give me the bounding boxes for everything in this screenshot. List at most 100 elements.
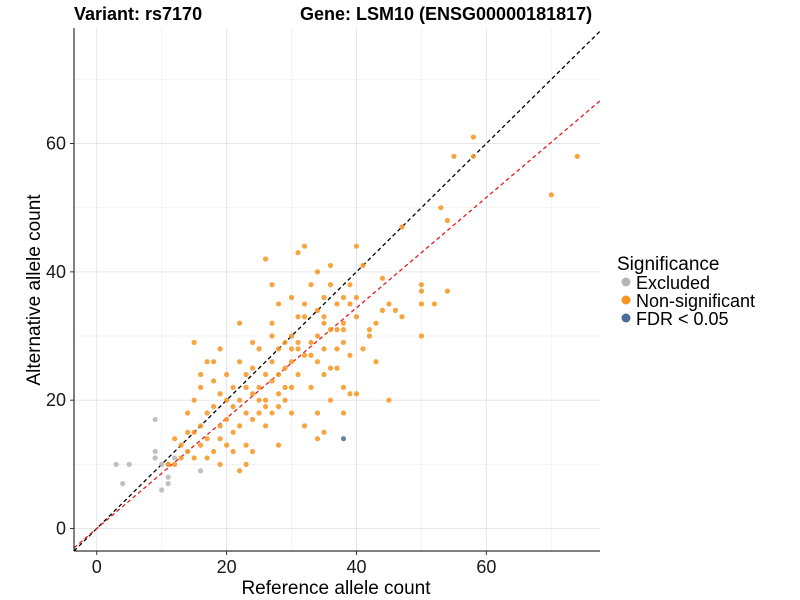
data-point: [243, 461, 249, 467]
data-point: [327, 327, 334, 333]
data-point: [301, 352, 308, 358]
x-tick-label: 20: [217, 557, 237, 577]
data-point: [262, 371, 269, 378]
data-point: [224, 397, 230, 403]
data-point: [256, 384, 262, 390]
grid-lines: [74, 28, 600, 551]
legend-title: Significance: [617, 254, 719, 275]
data-point: [243, 371, 249, 378]
data-point: [230, 429, 236, 435]
data-point: [438, 205, 444, 211]
data-point: [321, 314, 327, 320]
x-axis-label: Reference allele count: [241, 578, 431, 599]
data-point: [392, 307, 399, 313]
legend: Significance ExcludedNon-significantFDR …: [617, 254, 755, 329]
x-tick-label: 0: [92, 557, 102, 577]
data-point: [418, 301, 425, 307]
y-axis-label: Alternative allele count: [24, 194, 45, 386]
data-point: [399, 224, 405, 230]
data-point: [243, 410, 249, 416]
reference-line: [73, 30, 601, 552]
data-point: [185, 448, 191, 455]
data-point: [269, 359, 275, 365]
data-point: [178, 455, 184, 461]
data-point: [185, 410, 191, 416]
data-point: [249, 448, 256, 455]
data-point: [113, 461, 119, 467]
data-point: [159, 487, 165, 493]
legend-entry: Non-significant: [636, 291, 755, 311]
data-point: [373, 320, 379, 326]
data-point: [224, 442, 230, 448]
data-point: [224, 416, 230, 423]
data-point: [204, 455, 210, 461]
data-point: [327, 282, 334, 288]
data-point: [256, 346, 262, 352]
legend-entry: Excluded: [636, 273, 710, 293]
data-point: [243, 442, 249, 448]
data-point: [360, 346, 366, 352]
data-point: [334, 327, 340, 333]
data-point: [399, 314, 405, 320]
data-point: [191, 397, 197, 403]
data-point: [191, 339, 197, 346]
legend-swatch: [621, 295, 631, 305]
data-point: [308, 384, 314, 390]
data-point: [451, 153, 457, 159]
data-point: [340, 339, 347, 346]
data-point: [217, 436, 223, 442]
data-point: [217, 391, 223, 397]
legend-swatch: [621, 277, 631, 287]
data-point: [275, 391, 282, 397]
y-tick-label: 20: [46, 390, 66, 410]
data-point: [334, 346, 340, 352]
data-point: [444, 217, 450, 224]
data-point: [308, 352, 314, 358]
data-point: [288, 346, 295, 352]
reference-lines: [73, 30, 601, 552]
data-point: [152, 455, 158, 461]
data-point: [308, 282, 314, 288]
data-point: [431, 301, 438, 307]
data-point: [269, 333, 275, 339]
data-point: [126, 461, 132, 467]
data-point: [301, 314, 308, 320]
data-point: [211, 404, 217, 410]
data-point: [314, 436, 321, 442]
data-point: [282, 397, 288, 403]
data-point: [224, 371, 230, 378]
data-point: [198, 371, 204, 378]
data-point: [288, 410, 295, 416]
x-tick-label: 60: [476, 557, 496, 577]
data-point: [262, 404, 269, 410]
data-point: [353, 391, 360, 397]
data-point: [314, 410, 321, 416]
data-point: [321, 371, 327, 378]
reference-line: [73, 100, 601, 549]
data-point: [288, 384, 295, 390]
data-point: [288, 333, 295, 339]
data-point: [470, 153, 476, 159]
data-point: [275, 346, 282, 352]
data-point: [217, 346, 223, 352]
data-point: [340, 294, 347, 301]
data-point: [366, 327, 373, 333]
data-point: [152, 416, 158, 423]
data-point: [418, 288, 425, 294]
data-point: [327, 365, 334, 371]
data-point: [386, 397, 392, 403]
data-point: [249, 339, 256, 346]
y-tick-label: 60: [46, 134, 66, 154]
data-point: [282, 365, 288, 371]
data-point: [269, 378, 275, 384]
data-point: [327, 262, 334, 269]
data-point: [217, 423, 223, 429]
data-point: [262, 397, 269, 403]
data-point: [321, 346, 327, 352]
data-point: [262, 423, 269, 429]
data-point: [256, 397, 262, 403]
data-point: [211, 448, 217, 455]
data-point: [288, 359, 295, 365]
data-point: [204, 410, 210, 416]
